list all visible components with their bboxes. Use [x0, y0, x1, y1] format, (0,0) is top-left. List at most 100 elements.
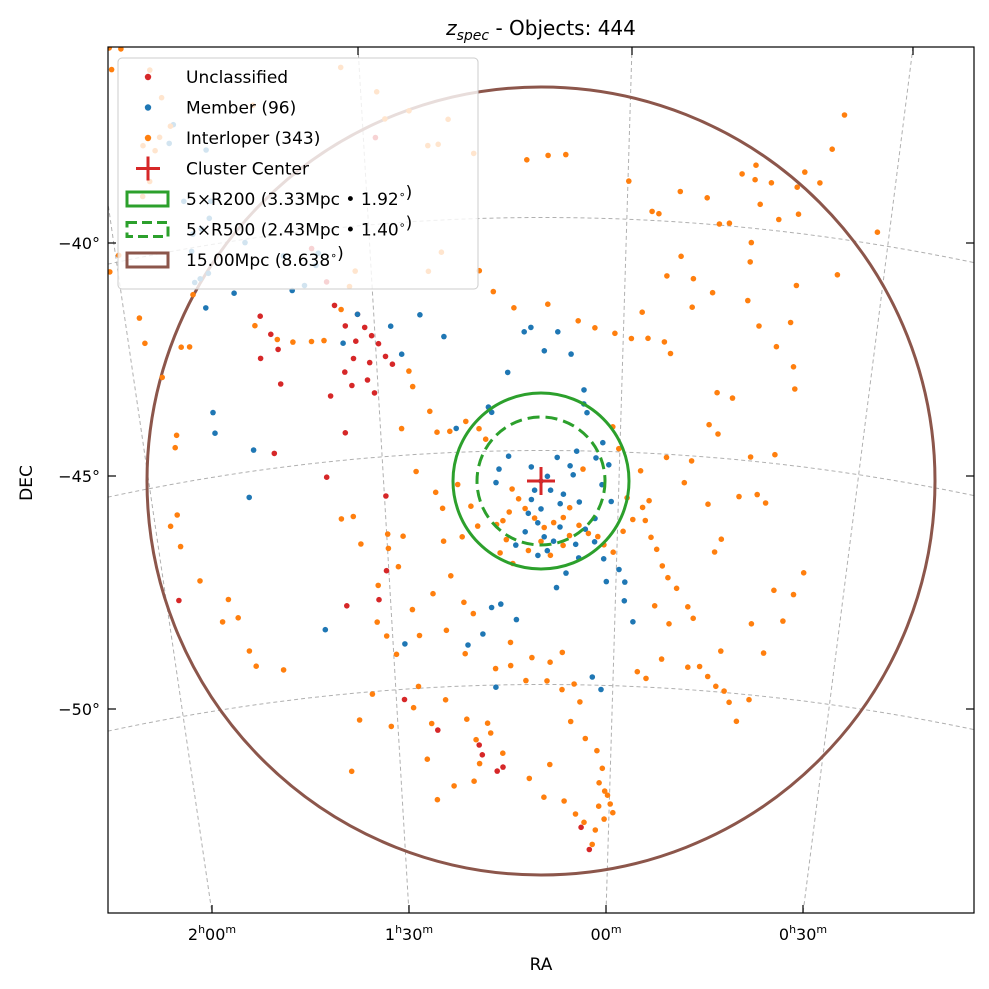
- data-point: [673, 585, 680, 592]
- y-axis-label: DEC: [17, 465, 37, 501]
- data-point: [790, 591, 797, 598]
- data-point: [560, 514, 567, 521]
- data-point: [522, 529, 528, 535]
- data-point: [350, 513, 357, 520]
- data-point: [142, 340, 148, 347]
- data-point: [350, 355, 357, 362]
- data-point: [197, 578, 203, 584]
- data-point: [554, 454, 560, 461]
- data-point: [771, 587, 777, 594]
- data-point: [596, 780, 602, 786]
- data-point: [468, 503, 474, 510]
- data-point: [482, 436, 489, 443]
- data-point: [375, 582, 382, 589]
- data-point: [586, 846, 593, 853]
- legend-marker-rect: [125, 221, 170, 238]
- data-point: [566, 532, 573, 539]
- legend-label: Member (96): [186, 99, 296, 119]
- data-point: [664, 273, 670, 279]
- data-point: [541, 794, 547, 800]
- data-point: [428, 720, 435, 727]
- data-point: [747, 259, 753, 265]
- data-point: [462, 650, 469, 657]
- data-point: [729, 395, 736, 401]
- data-point: [776, 216, 782, 223]
- data-point: [487, 730, 494, 736]
- data-point: [792, 386, 798, 392]
- data-point: [593, 455, 599, 461]
- grid-line-dec-45: [108, 450, 974, 498]
- data-point: [746, 696, 752, 703]
- data-point: [400, 533, 406, 539]
- data-point: [385, 545, 392, 552]
- data-point: [726, 220, 733, 226]
- data-point: [383, 633, 390, 639]
- data-point: [577, 699, 583, 705]
- data-point: [561, 798, 567, 804]
- data-point: [756, 323, 762, 329]
- data-point: [780, 618, 786, 624]
- data-point: [447, 428, 453, 435]
- data-point: [553, 584, 560, 591]
- data-point: [383, 567, 390, 574]
- data-point: [253, 663, 259, 669]
- data-point: [371, 390, 378, 396]
- data-point: [409, 383, 416, 390]
- data-point: [555, 329, 561, 335]
- data-point: [584, 409, 590, 416]
- data-point: [621, 598, 628, 604]
- data-point: [616, 445, 622, 452]
- data-point: [415, 683, 422, 690]
- data-point: [573, 448, 580, 455]
- data-point: [603, 578, 610, 585]
- grid-line-ra-0h30: [802, 47, 914, 913]
- legend-marker-rect: [125, 190, 170, 208]
- x-tick-label: 00m: [590, 923, 621, 944]
- data-point: [541, 348, 548, 354]
- data-point: [250, 447, 257, 453]
- data-point: [432, 489, 439, 496]
- data-point: [630, 619, 636, 625]
- data-point: [235, 615, 241, 621]
- data-point: [659, 563, 666, 569]
- legend-label: 15.00Mpc (8.638∘): [186, 244, 344, 271]
- data-point: [382, 353, 389, 360]
- data-point: [503, 536, 510, 543]
- data-point: [600, 439, 606, 446]
- data-point: [582, 735, 589, 742]
- data-point: [772, 451, 778, 458]
- data-point: [268, 331, 274, 338]
- data-point: [498, 601, 504, 607]
- axes-frame: [107, 46, 975, 914]
- data-point: [599, 765, 606, 772]
- data-point: [800, 570, 807, 576]
- data-point: [567, 463, 573, 469]
- data-point: [504, 369, 511, 376]
- data-point: [585, 530, 592, 537]
- grid-line-ra-0h: [605, 47, 633, 913]
- data-point: [688, 458, 695, 464]
- data-point: [509, 486, 515, 492]
- data-point: [476, 742, 483, 748]
- data-point: [434, 429, 440, 436]
- legend: Unclassified Member (96) Interloper (343) C…: [117, 57, 479, 290]
- data-point: [531, 515, 538, 521]
- data-point: [535, 552, 541, 559]
- data-point: [507, 639, 514, 646]
- data-point: [752, 176, 758, 183]
- data-point: [643, 675, 649, 682]
- data-point: [322, 626, 329, 633]
- data-point: [678, 253, 684, 260]
- data-point: [704, 673, 711, 680]
- data-point: [581, 387, 587, 393]
- data-point: [646, 497, 652, 504]
- data-point: [665, 574, 671, 581]
- data-point: [448, 573, 454, 579]
- data-point: [658, 656, 665, 662]
- legend-marker-dot: [144, 134, 152, 142]
- data-point: [290, 339, 296, 345]
- data-point: [525, 547, 532, 554]
- data-point: [544, 678, 550, 684]
- data-point: [568, 351, 574, 357]
- outer-radius-circle: [145, 85, 937, 877]
